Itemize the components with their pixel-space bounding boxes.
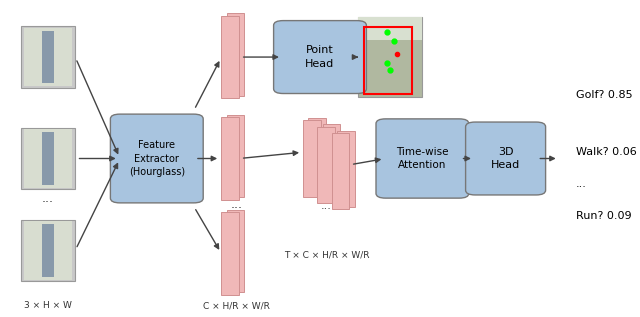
FancyBboxPatch shape xyxy=(358,17,422,40)
FancyBboxPatch shape xyxy=(42,31,54,83)
Text: Run? 0.09: Run? 0.09 xyxy=(576,210,632,221)
FancyBboxPatch shape xyxy=(24,28,72,87)
FancyBboxPatch shape xyxy=(317,127,335,203)
FancyBboxPatch shape xyxy=(323,124,340,200)
FancyBboxPatch shape xyxy=(42,224,54,276)
FancyBboxPatch shape xyxy=(227,210,244,292)
FancyBboxPatch shape xyxy=(337,131,355,207)
FancyBboxPatch shape xyxy=(466,122,545,195)
FancyBboxPatch shape xyxy=(24,221,72,280)
FancyBboxPatch shape xyxy=(20,26,76,88)
FancyBboxPatch shape xyxy=(221,212,239,295)
FancyBboxPatch shape xyxy=(42,133,54,184)
Text: 3D
Head: 3D Head xyxy=(491,147,520,170)
FancyBboxPatch shape xyxy=(358,17,422,97)
FancyBboxPatch shape xyxy=(20,128,76,190)
Text: C × H/R × W/R: C × H/R × W/R xyxy=(204,301,270,310)
Text: Golf? 0.85: Golf? 0.85 xyxy=(576,90,632,100)
FancyBboxPatch shape xyxy=(332,133,349,209)
Text: Point
Head: Point Head xyxy=(305,45,335,69)
Text: Walk? 0.06: Walk? 0.06 xyxy=(576,147,637,157)
Text: Time-wise
Attention: Time-wise Attention xyxy=(396,147,449,170)
Text: ...: ... xyxy=(231,198,243,211)
Text: ...: ... xyxy=(321,201,332,211)
FancyBboxPatch shape xyxy=(110,114,204,203)
Text: ...: ... xyxy=(576,179,587,189)
FancyBboxPatch shape xyxy=(227,115,244,197)
Text: ...: ... xyxy=(42,191,54,205)
FancyBboxPatch shape xyxy=(221,16,239,98)
FancyBboxPatch shape xyxy=(221,117,239,200)
FancyBboxPatch shape xyxy=(20,220,76,281)
FancyBboxPatch shape xyxy=(376,119,468,198)
Text: Feature
Extractor
(Hourglass): Feature Extractor (Hourglass) xyxy=(129,140,185,177)
FancyBboxPatch shape xyxy=(24,129,72,188)
FancyBboxPatch shape xyxy=(303,120,321,197)
FancyBboxPatch shape xyxy=(227,13,244,96)
Text: 3 × H × W: 3 × H × W xyxy=(24,301,72,310)
Bar xyxy=(364,27,412,94)
FancyBboxPatch shape xyxy=(308,118,326,194)
FancyBboxPatch shape xyxy=(274,21,366,94)
Text: T × C × H/R × W/R: T × C × H/R × W/R xyxy=(284,251,369,260)
